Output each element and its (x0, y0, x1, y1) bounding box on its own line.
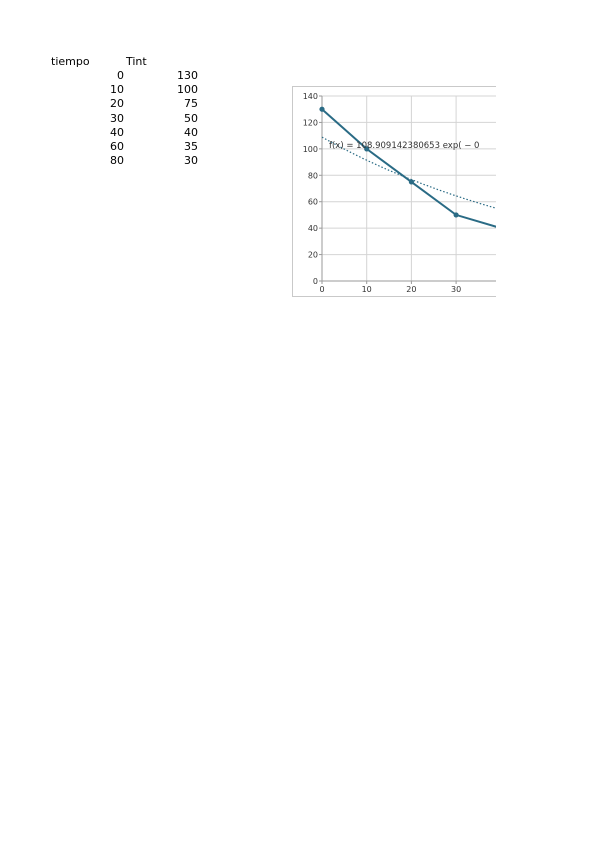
chart-object[interactable]: 020406080100120140010203040 f(x) = 108.9… (292, 86, 496, 297)
line-chart: 020406080100120140010203040 f(x) = 108.9… (303, 92, 496, 294)
x-tick-label-0: 0 (319, 285, 324, 294)
data-point-20 (408, 179, 414, 185)
y-tick-label-120: 120 (303, 118, 318, 127)
cell-tint-1[interactable]: 100 (177, 83, 198, 96)
trendline-curve (321, 136, 496, 209)
y-tick-label-20: 20 (308, 251, 318, 260)
y-tick-label-40: 40 (308, 224, 318, 233)
series (319, 106, 496, 228)
cell-tiempo-4[interactable]: 40 (110, 126, 124, 139)
y-tick-label-80: 80 (308, 171, 318, 180)
header-tiempo[interactable]: tiempo (51, 55, 90, 68)
cell-tint-0[interactable]: 130 (177, 69, 198, 82)
y-tick-label-60: 60 (308, 198, 318, 207)
y-tick-label-0: 0 (313, 277, 318, 286)
tick-labels: 020406080100120140010203040 (303, 92, 496, 294)
cell-tiempo-5[interactable]: 60 (110, 140, 124, 153)
cell-tint-4[interactable]: 40 (184, 126, 198, 139)
header-tint[interactable]: Tint (126, 55, 147, 68)
y-tick-label-140: 140 (303, 92, 318, 101)
cell-tint-5[interactable]: 35 (184, 140, 198, 153)
trendline-equation: f(x) = 108.909142380653 exp( − 0 (329, 141, 479, 151)
cell-tint-2[interactable]: 75 (184, 97, 198, 110)
data-point-0 (319, 106, 325, 112)
trendline (321, 136, 496, 209)
x-tick-label-10: 10 (362, 285, 372, 294)
cell-tiempo-1[interactable]: 10 (110, 83, 124, 96)
data-point-30 (453, 212, 459, 218)
cell-tiempo-3[interactable]: 30 (110, 112, 124, 125)
x-tick-label-20: 20 (406, 285, 416, 294)
cell-tint-6[interactable]: 30 (184, 154, 198, 167)
axes (319, 95, 496, 284)
cell-tiempo-0[interactable]: 0 (117, 69, 124, 82)
cell-tiempo-6[interactable]: 80 (110, 154, 124, 167)
gridlines (322, 95, 496, 281)
cell-tiempo-2[interactable]: 20 (110, 97, 124, 110)
y-tick-label-100: 100 (303, 145, 318, 154)
cell-tint-3[interactable]: 50 (184, 112, 198, 125)
data-point-10 (364, 146, 370, 152)
x-tick-label-30: 30 (451, 285, 461, 294)
